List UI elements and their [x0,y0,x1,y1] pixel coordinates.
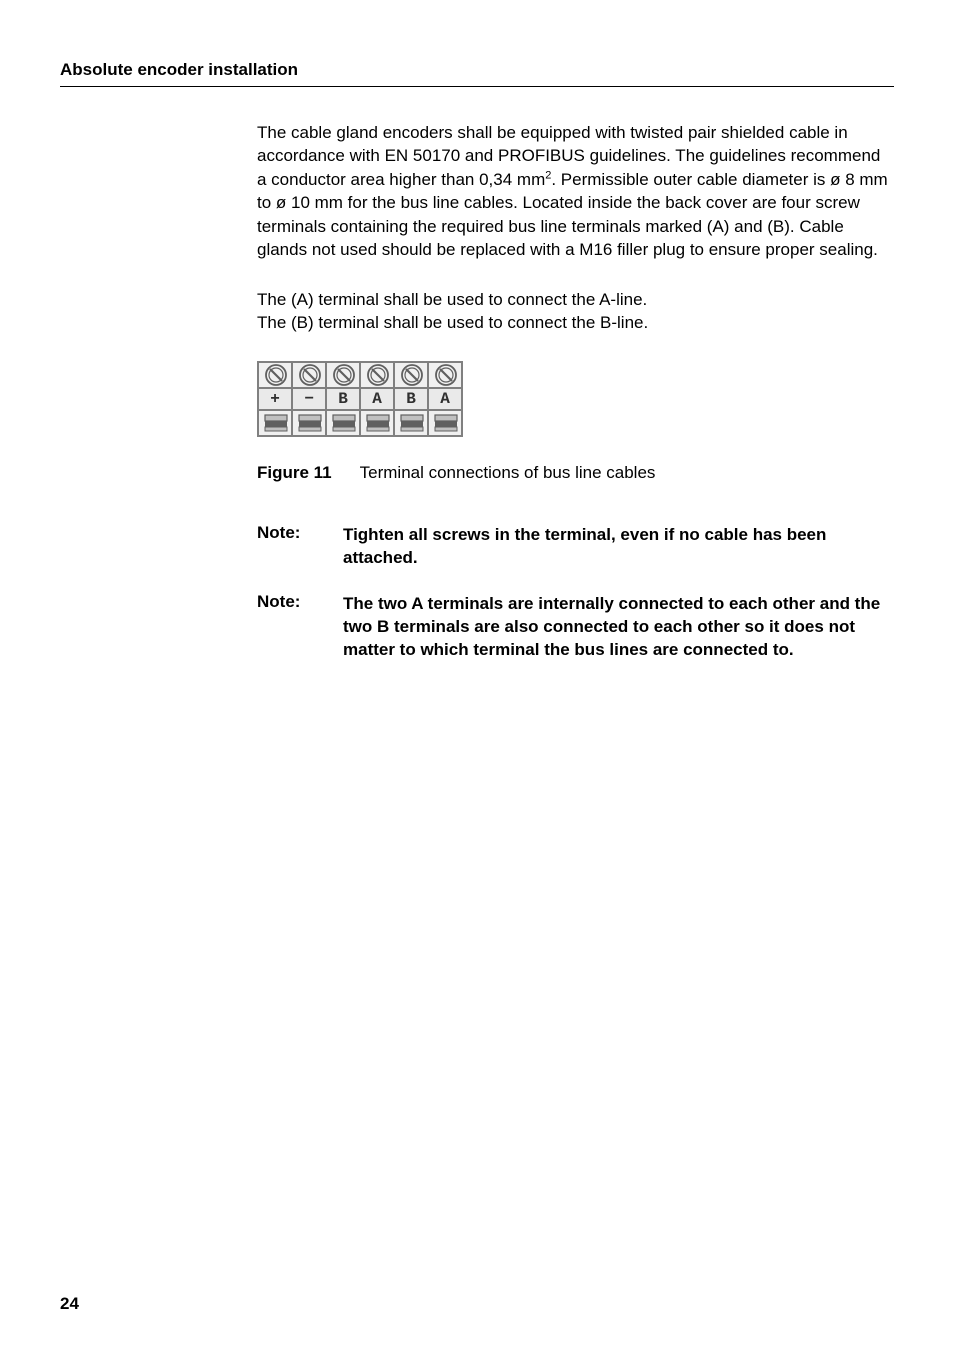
terminal-clamp-row [258,410,462,436]
note-2-label: Note: [257,592,343,662]
terminal-block: +−BABA [257,361,463,437]
clamp-icon [361,410,393,436]
screw-icon [327,362,359,388]
screw-icon [361,362,393,388]
figure-caption: Figure 11 Terminal connections of bus lin… [257,463,894,483]
clamp-icon [429,410,461,436]
content-area: The cable gland encoders shall be equipp… [257,121,894,662]
screw-icon [395,362,427,388]
note-1: Note: Tighten all screws in the terminal… [257,523,894,570]
clamp-icon [395,410,427,436]
terminal-label: B [394,388,428,410]
terminal-label-row: +−BABA [258,388,462,410]
terminal-clamp [326,410,360,436]
terminal-clamp [360,410,394,436]
paragraph-2: The (A) terminal shall be used to connec… [257,288,894,335]
note-1-text: Tighten all screws in the terminal, even… [343,523,894,570]
terminal-label: A [428,388,462,410]
page-header: Absolute encoder installation [60,60,894,87]
terminal-screw [326,362,360,388]
terminal-figure: +−BABA [257,361,894,441]
para2-line2: The (B) terminal shall be used to connec… [257,313,648,332]
figure-caption-text: Terminal connections of bus line cables [360,463,656,482]
terminal-clamp [292,410,326,436]
terminal-label: A [360,388,394,410]
note-2-text: The two A terminals are internally conne… [343,592,894,662]
terminal-screw [394,362,428,388]
terminal-label: + [258,388,292,410]
terminal-screw [360,362,394,388]
paragraph-1: The cable gland encoders shall be equipp… [257,121,894,262]
terminal-screw [428,362,462,388]
terminal-screw [292,362,326,388]
screw-icon [429,362,461,388]
page-number: 24 [60,1294,79,1314]
terminal-screw-row-top [258,362,462,388]
figure-label: Figure 11 [257,463,332,482]
para2-line1: The (A) terminal shall be used to connec… [257,290,647,309]
note-1-label: Note: [257,523,343,570]
note-2: Note: The two A terminals are internally… [257,592,894,662]
terminal-screw [258,362,292,388]
terminal-label: B [326,388,360,410]
screw-icon [293,362,325,388]
terminal-clamp [394,410,428,436]
clamp-icon [259,410,291,436]
screw-icon [259,362,291,388]
clamp-icon [327,410,359,436]
terminal-label: − [292,388,326,410]
clamp-icon [293,410,325,436]
terminal-clamp [258,410,292,436]
terminal-clamp [428,410,462,436]
